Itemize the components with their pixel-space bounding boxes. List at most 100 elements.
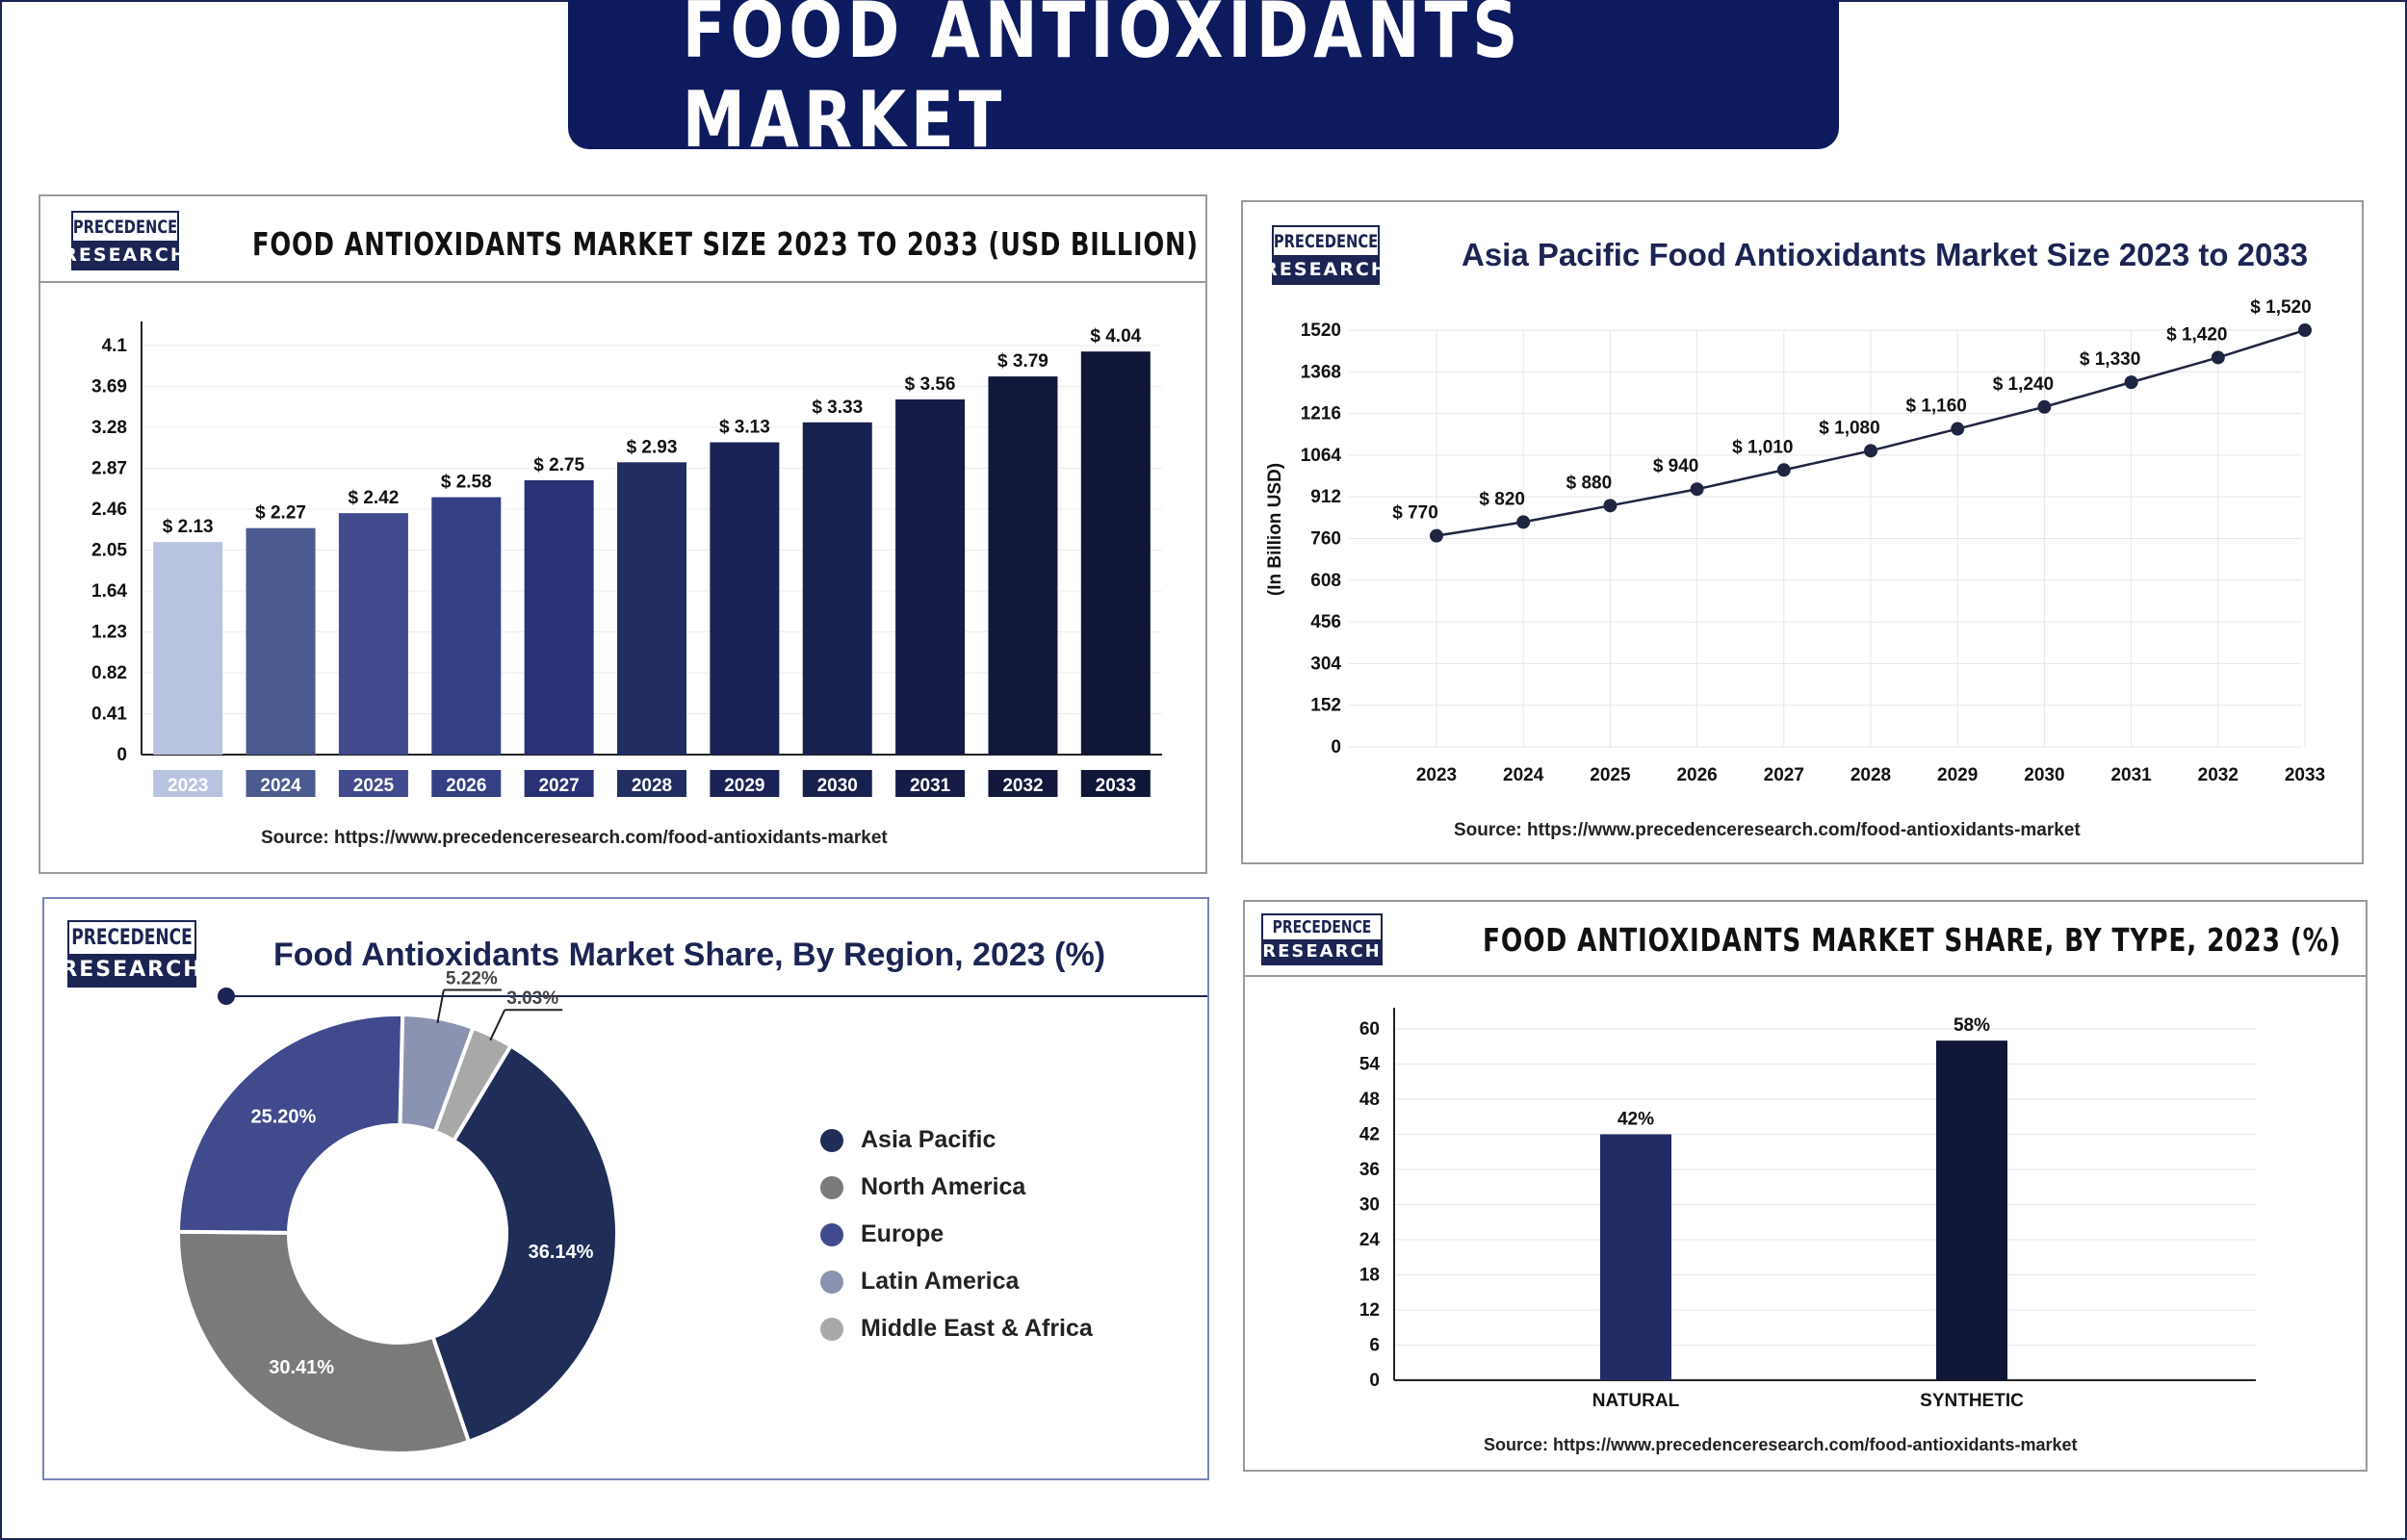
y-tick-label: 456 [1310, 612, 1341, 632]
source-text: Source: https://www.precedenceresearch.c… [261, 828, 888, 848]
data-point [1430, 528, 1443, 543]
x-tick-label: 2033 [2285, 765, 2325, 785]
bar [617, 462, 686, 755]
category-badge [988, 770, 1058, 797]
bar-value-label: $ 2.13 [163, 517, 214, 537]
bar-value-label: $ 4.04 [1090, 326, 1141, 346]
y-tick-label: 1368 [1301, 362, 1341, 382]
legend-label: Asia Pacific [861, 1126, 996, 1153]
bar [710, 442, 780, 755]
data-label: $ 820 [1479, 489, 1525, 509]
chart-title: FOOD ANTIOXIDANTS MARKET SHARE, BY TYPE,… [1483, 921, 2342, 959]
bar-value-label: $ 3.13 [719, 418, 770, 438]
bar [431, 497, 502, 755]
category-label: 2029 [724, 776, 764, 796]
x-tick-label: 2027 [1764, 765, 1804, 785]
logo: PRECEDENCE RESEARCH [63, 211, 186, 270]
title-banner: FOOD ANTIOXIDANTS MARKET [568, 0, 1839, 165]
type-share-panel: PRECEDENCE RESEARCH FOOD ANTIOXIDANTS MA… [1243, 900, 2368, 1472]
category-badge [617, 770, 686, 797]
header-divider [1245, 975, 2366, 977]
bar-value-label: $ 2.58 [441, 473, 492, 493]
y-tick-label: 0 [1369, 1371, 1380, 1391]
y-tick-label: 4.1 [102, 336, 128, 356]
y-tick-label: 0.41 [91, 705, 127, 725]
bar [524, 479, 594, 755]
data-point [1864, 444, 1877, 458]
y-tick-label: 2.46 [91, 500, 127, 520]
bar [988, 376, 1058, 755]
data-label: $ 1,240 [1993, 374, 2054, 395]
logo-line2: RESEARCH [63, 241, 186, 269]
data-point [1776, 463, 1791, 477]
bar [338, 513, 408, 755]
y-tick-label: 2.87 [91, 459, 127, 479]
y-tick-label: 608 [1310, 571, 1341, 591]
region-donut-chart: 36.14% 30.41% 25.20% 5.22% 3.03% [175, 968, 619, 1455]
y-axis-label: (In Billion USD) [1265, 463, 1285, 596]
bar [246, 527, 316, 755]
legend-label: North America [861, 1173, 1026, 1200]
category-badge [1080, 770, 1151, 797]
data-point [1516, 515, 1531, 529]
category-label: 2028 [632, 776, 672, 796]
source-text: Source: https://www.precedenceresearch.c… [1454, 820, 2081, 840]
market-size-bar-chart: 0 0.41 0.82 1.23 1.64 2.05 2.46 2.87 3.28 3.69 4.1… [91, 321, 1162, 797]
legend-swatch [820, 1128, 843, 1152]
y-tick-label: 1064 [1301, 446, 1342, 466]
y-tick-label: 304 [1310, 654, 1341, 674]
market-size-panel: PRECEDENCE RESEARCH FOOD ANTIOXIDANTS MA… [39, 194, 1207, 874]
category-badge [431, 770, 502, 797]
x-tick-label: 2025 [1590, 765, 1631, 785]
donut-slice [430, 1042, 619, 1445]
y-tick-label: 0 [116, 745, 127, 765]
category-badge [524, 770, 594, 797]
y-tick-label: 3.28 [91, 418, 127, 438]
legend-swatch [820, 1270, 843, 1294]
region-share-panel: PRECEDENCE RESEARCH Food Antioxidants Ma… [42, 897, 1209, 1480]
y-tick-label: 2.05 [91, 541, 127, 561]
y-tick-label: 42 [1359, 1125, 1380, 1145]
source-text: Source: https://www.precedenceresearch.c… [1484, 1435, 2078, 1454]
category-label: 2027 [538, 776, 579, 796]
logo-line2: RESEARCH [61, 954, 201, 986]
donut-slice [176, 1229, 472, 1455]
logo: PRECEDENCE RESEARCH [61, 920, 201, 988]
bar-value-label: $ 3.79 [997, 351, 1048, 372]
y-tick-label: 912 [1310, 487, 1341, 507]
chart-title: Food Antioxidants Market Share, By Regio… [273, 937, 1106, 973]
slice-label: 25.20% [251, 1106, 317, 1127]
logo-line2: RESEARCH [1263, 255, 1386, 283]
y-tick-label: 152 [1310, 696, 1341, 716]
y-tick-label: 0.82 [91, 663, 127, 683]
logo-line2: RESEARCH [1262, 939, 1382, 963]
category-badge [710, 770, 780, 797]
bar-value-label: 58% [1954, 1015, 1990, 1036]
logo: PRECEDENCE RESEARCH [1261, 913, 1383, 965]
legend-label: Europe [861, 1220, 945, 1247]
data-label: $ 1,160 [1905, 397, 1966, 417]
category-label: 2025 [353, 776, 395, 796]
category-badge [246, 770, 316, 797]
data-label: $ 770 [1392, 503, 1438, 524]
y-tick-label: 1216 [1301, 404, 1341, 424]
legend-item: North America [820, 1173, 1025, 1201]
x-tick-label: 2032 [2198, 765, 2239, 785]
asia-pacific-panel: PRECEDENCE RESEARCH Asia Pacific Food An… [1241, 200, 2364, 864]
data-point [1951, 422, 1965, 436]
x-tick-label: 2026 [1676, 765, 1717, 785]
x-tick-label: 2023 [1416, 765, 1457, 785]
y-tick-label: 30 [1359, 1195, 1380, 1216]
legend-item: Latin America [820, 1268, 1019, 1296]
y-tick-label: 18 [1359, 1266, 1380, 1286]
data-label: $ 1,330 [2080, 349, 2140, 370]
donut-slice [432, 1025, 514, 1143]
y-tick-label: 6 [1369, 1336, 1380, 1356]
category-label: NATURAL [1592, 1391, 1680, 1411]
asia-pacific-line-chart: 0 152 304 456 608 760 912 1064 1216 1368 1520 2023 2… [1265, 297, 2325, 785]
y-tick-label: 60 [1359, 1019, 1380, 1040]
donut-slice [175, 1013, 405, 1235]
x-tick-label: 2024 [1503, 765, 1544, 785]
category-label: 2023 [168, 776, 208, 796]
type-bar-chart: 0 6 12 18 24 30 36 42 48 54 60 42% NATURAL 58% SYNTHET… [1359, 1008, 2256, 1411]
